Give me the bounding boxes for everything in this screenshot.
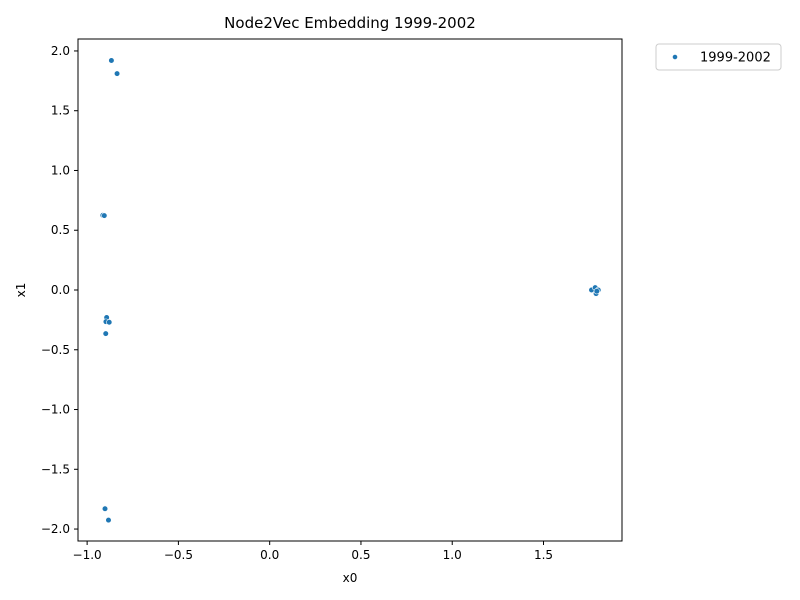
plot-area: [77, 38, 623, 542]
y-tick-label: 2.0: [51, 44, 70, 58]
y-tick-label: 1.5: [51, 104, 70, 118]
legend-marker-icon: [672, 54, 678, 60]
x-axis-title: x0: [343, 571, 358, 585]
y-axis: −2.0 −1.5 −1.0 −0.5 0.0 0.5 1.0 1.5 2.0: [41, 44, 78, 536]
x-tick-label: −1.0: [73, 548, 102, 562]
legend-box: [655, 43, 782, 71]
data-point: [105, 516, 112, 524]
y-tick-label: −1.5: [41, 462, 70, 476]
data-point: [101, 212, 108, 219]
y-tick-label: 1.0: [51, 163, 70, 177]
data-point: [113, 70, 121, 77]
x-tick-label: 0.5: [351, 548, 370, 562]
chart-title: Node2Vec Embedding 1999-2002: [224, 14, 476, 32]
data-point: [593, 288, 600, 295]
x-axis: −1.0 −0.5 0.0 0.5 1.0 1.5: [73, 541, 553, 562]
data-points: [99, 57, 602, 524]
y-tick-label: −0.5: [41, 343, 70, 357]
legend-label: 1999-2002: [700, 51, 771, 66]
y-tick-label: −1.0: [41, 403, 70, 417]
x-tick-label: 0.0: [260, 548, 279, 562]
y-tick-label: 0.0: [51, 283, 70, 297]
data-point: [102, 330, 109, 337]
legend: 1999-2002: [655, 43, 782, 71]
x-tick-label: 1.5: [534, 548, 553, 562]
data-point: [101, 505, 109, 512]
data-point: [106, 319, 113, 326]
data-point: [108, 57, 115, 64]
plot-frame: [77, 38, 623, 542]
x-tick-label: −0.5: [164, 548, 193, 562]
y-axis-title: x1: [14, 283, 28, 298]
y-tick-label: −2.0: [41, 522, 70, 536]
x-tick-label: 1.0: [443, 548, 462, 562]
y-tick-label: 0.5: [51, 223, 70, 237]
